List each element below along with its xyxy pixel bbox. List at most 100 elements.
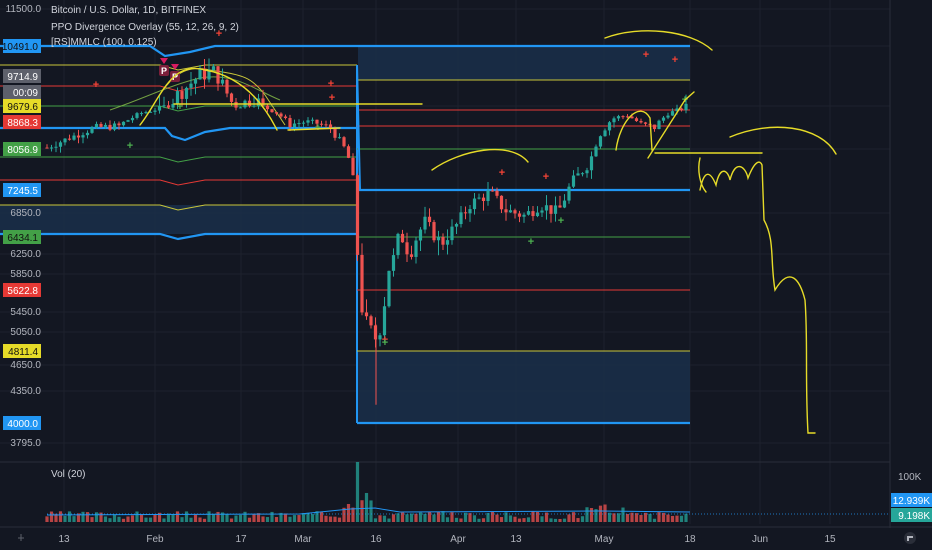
candle-body xyxy=(477,197,481,199)
volume-bar xyxy=(558,518,562,522)
buy-signal-marker: + xyxy=(315,122,321,134)
candlestick-series[interactable] xyxy=(45,58,688,405)
volume-bar xyxy=(571,512,576,522)
candle-body xyxy=(643,122,648,124)
volume-bar xyxy=(265,517,270,522)
candle-body xyxy=(616,116,621,119)
candle-body xyxy=(666,115,670,118)
candle-body xyxy=(342,137,346,147)
volume-bar xyxy=(220,512,225,522)
price-tick-label: 4650.0 xyxy=(10,360,41,371)
price-tick-label: 5050.0 xyxy=(10,327,41,338)
candle-body xyxy=(490,190,495,192)
candle-body xyxy=(382,306,387,336)
divergence-arrow-marker xyxy=(171,64,179,70)
time-axis[interactable]: 13 Feb 17 Mar 16 Apr 13 May 18 Jun 15 xyxy=(0,526,932,545)
candle-body xyxy=(148,111,153,113)
volume-pane xyxy=(0,461,890,522)
price-label-tag xyxy=(3,115,41,129)
volume-bar xyxy=(603,504,607,522)
sell-signal-marker: + xyxy=(543,171,549,183)
candle-body xyxy=(418,229,423,241)
candle-body xyxy=(94,123,99,128)
candle-body xyxy=(463,212,468,214)
volume-bar xyxy=(171,514,175,522)
price-label-tag xyxy=(3,39,41,53)
candle-body xyxy=(225,79,229,94)
candle-body xyxy=(171,103,175,108)
candle-body xyxy=(396,233,400,256)
price-label-value: 00:09 xyxy=(13,88,38,99)
price-label-value: 4000.0 xyxy=(7,419,38,430)
candle-body xyxy=(207,70,211,80)
candle-body xyxy=(508,210,513,213)
volume-bar xyxy=(432,514,436,522)
price-axis[interactable]: 11500.0 6850.0 6250.0 5850.0 5450.0 5050.0 465… xyxy=(2,0,932,528)
candle-body xyxy=(571,175,576,187)
volume-bar xyxy=(405,514,409,522)
volume-bar xyxy=(490,511,495,522)
candle-body xyxy=(202,68,207,80)
volume-bar xyxy=(504,512,508,522)
candle-body xyxy=(153,110,157,112)
time-tick-label: 16 xyxy=(370,534,382,545)
ppo-indicator-label[interactable]: PPO Divergence Overlay (55, 12, 26, 9, 2… xyxy=(51,22,239,33)
volume-indicator-label[interactable]: Vol (20) xyxy=(51,469,86,480)
price-label-value: 10491.0 xyxy=(2,42,39,53)
volume-bar xyxy=(675,515,679,522)
hand-drawn-annotations[interactable] xyxy=(139,30,837,434)
price-label-tag xyxy=(3,69,41,83)
price-label-value: 7245.5 xyxy=(7,186,38,197)
candle-body xyxy=(238,107,243,109)
candle-body xyxy=(450,226,454,241)
lower-band-fill xyxy=(358,351,690,423)
volume-bar xyxy=(436,511,441,522)
volume-bar xyxy=(387,518,391,522)
candle-body xyxy=(369,316,373,326)
volume-bar xyxy=(45,516,49,522)
volume-bar xyxy=(522,518,526,522)
symbol-title[interactable]: Bitcoin / U.S. Dollar, 1D, BITFINEX xyxy=(51,5,207,16)
murrey-math-levels xyxy=(0,44,690,425)
volume-bar xyxy=(580,516,585,522)
volume-bar xyxy=(621,507,625,522)
volume-bar xyxy=(108,518,112,522)
candle-body xyxy=(274,112,279,114)
candle-body xyxy=(441,236,445,245)
candle-body xyxy=(594,146,598,157)
candle-body xyxy=(108,124,112,130)
volume-bar xyxy=(382,515,387,522)
candle-body xyxy=(486,190,490,201)
price-label-tag xyxy=(3,142,41,156)
candle-body xyxy=(229,93,234,102)
price-label-value: 8868.3 xyxy=(7,118,38,129)
candle-body xyxy=(535,212,540,217)
candle-body xyxy=(589,156,594,171)
volume-bar xyxy=(544,512,549,522)
volume-bar xyxy=(477,518,481,522)
volume-bar xyxy=(567,514,571,522)
volume-bar xyxy=(297,515,301,522)
mmlc-indicator-label[interactable]: [RS]MMLC (100, 0.125) xyxy=(51,37,157,48)
candle-body xyxy=(423,216,427,230)
volume-bar xyxy=(346,503,351,522)
volume-bar xyxy=(288,516,292,522)
candle-body xyxy=(54,146,58,148)
candle-body xyxy=(576,173,580,176)
volume-bar xyxy=(612,513,616,522)
volume-bar xyxy=(427,511,432,522)
volume-bar xyxy=(562,518,567,522)
volume-bar xyxy=(207,511,211,522)
drawn-trendline xyxy=(604,30,713,51)
murrey-level-drop xyxy=(356,64,361,191)
volume-bar xyxy=(211,513,216,522)
volume-bar xyxy=(454,517,459,522)
chart-settings-icon xyxy=(18,534,24,541)
drawn-trendline xyxy=(729,126,837,155)
volume-bar xyxy=(112,514,117,522)
candle-body xyxy=(567,186,571,201)
volume-bar xyxy=(684,513,688,522)
candle-body xyxy=(468,209,472,214)
upper-band-fill xyxy=(358,46,690,80)
